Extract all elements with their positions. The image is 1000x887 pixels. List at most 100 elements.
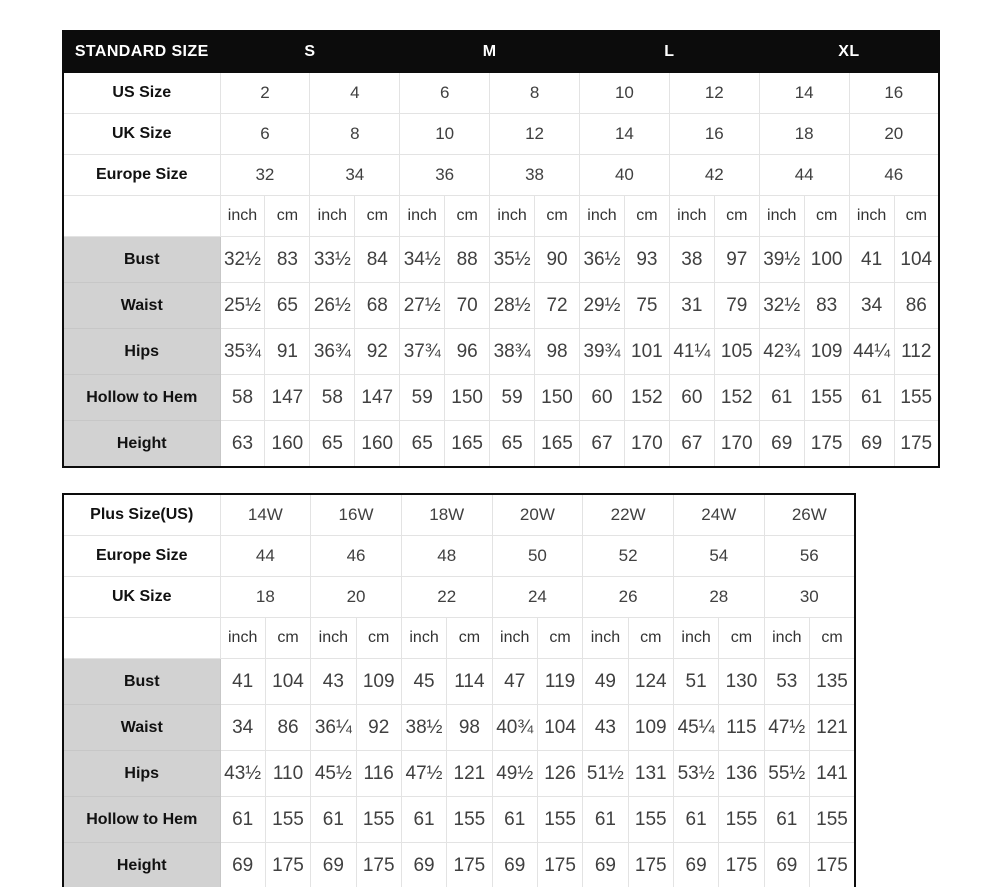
measurement-value-cell: 91 [264, 328, 311, 375]
size-value-cell: 26 [582, 576, 674, 618]
unit-inch-cell: inch [672, 617, 720, 659]
measurement-value-cell: 51½ [582, 750, 629, 797]
size-group-xl: XL [758, 30, 940, 73]
row-label: Waist [62, 282, 221, 329]
size-value-cell: 16 [668, 113, 760, 155]
size-value-cell: 40 [579, 154, 670, 196]
measurement-value-cell: 36¼ [310, 704, 357, 751]
measurement-value-cell: 32½ [758, 282, 805, 329]
measurement-value-cell: 84 [354, 236, 401, 283]
size-value-cell: 44 [219, 535, 312, 577]
measurement-row: Waist 25½ 65 26½ 68 27½ 70 28½ 72 29½ 75 31 79 32½ 83 3… [62, 282, 940, 329]
size-value-cell: 30 [763, 576, 856, 618]
measurement-value-cell: 43 [582, 704, 629, 751]
measurement-value-cell: 38¾ [489, 328, 536, 375]
measurement-value-cell: 116 [355, 750, 402, 797]
unit-inch-cell: inch [848, 195, 895, 237]
size-value-cell: 24W [672, 493, 765, 536]
measurement-value-cell: 126 [536, 750, 584, 797]
measurement-value-cell: 61 [672, 796, 720, 843]
measurement-value-cell: 38½ [400, 704, 448, 751]
row-label: Hips [62, 328, 221, 375]
measurement-value-cell: 160 [264, 420, 311, 468]
measurement-row: Hips 35¾ 91 36¾ 92 37¾ 96 38¾ 98 39¾ 101 41¼ 105 42¾ 1… [62, 328, 940, 375]
size-value-cell: 56 [763, 535, 856, 577]
unit-cm-cell: cm [808, 617, 856, 659]
plus-size-body: Plus Size(US) 14W 16W 18W 20W 22W 24W 26W Europe… [62, 493, 856, 887]
measurement-value-cell: 160 [354, 420, 401, 468]
measurement-value-cell: 53 [763, 658, 810, 705]
measurement-value-cell: 61 [763, 796, 810, 843]
measurement-value-cell: 75 [623, 282, 670, 329]
unit-inch-cell: inch [763, 617, 810, 659]
measurement-value-cell: 115 [718, 704, 765, 751]
measurement-value-cell: 101 [623, 328, 670, 375]
measurement-value-cell: 65 [399, 420, 446, 468]
measurement-row: Hollow to Hem 61 155 61 155 61 155 61 155 61 155 61… [62, 796, 856, 843]
unit-cm-cell: cm [354, 195, 401, 237]
measurement-value-cell: 61 [491, 796, 538, 843]
unit-inch-cell: inch [309, 195, 356, 237]
size-value-cell: 50 [491, 535, 584, 577]
unit-inch-cell: inch [758, 195, 805, 237]
row-label: Europe Size [62, 154, 221, 196]
row-label: Bust [62, 236, 221, 283]
unit-cm-cell: cm [355, 617, 402, 659]
size-value-cell: 26W [763, 493, 856, 536]
measurement-value-cell: 93 [623, 236, 670, 283]
measurement-value-cell: 60 [579, 374, 625, 421]
size-row: Europe Size 44 46 48 50 52 54 56 [62, 535, 856, 577]
measurement-value-cell: 49 [582, 658, 629, 705]
measurement-value-cell: 98 [446, 704, 493, 751]
measurement-value-cell: 104 [536, 704, 584, 751]
size-value-cell: 16 [848, 72, 940, 114]
row-label: UK Size [62, 113, 221, 155]
size-value-cell: 4 [309, 72, 401, 114]
size-value-cell: 12 [489, 113, 580, 155]
measurement-value-cell: 105 [713, 328, 760, 375]
measurement-value-cell: 98 [534, 328, 580, 375]
measurement-value-cell: 69 [763, 842, 810, 887]
size-value-cell: 10 [399, 113, 491, 155]
measurement-row: Hollow to Hem 58 147 58 147 59 150 59 150 60 152 60… [62, 374, 940, 421]
measurement-value-cell: 39½ [758, 236, 805, 283]
measurement-value-cell: 104 [893, 236, 940, 283]
measurement-value-cell: 69 [491, 842, 538, 887]
unit-inch-cell: inch [219, 195, 266, 237]
measurement-value-cell: 61 [219, 796, 266, 843]
size-value-cell: 44 [758, 154, 850, 196]
measurement-value-cell: 33½ [309, 236, 356, 283]
size-group-l: L [579, 30, 760, 73]
measurement-value-cell: 34 [848, 282, 895, 329]
measurement-value-cell: 130 [718, 658, 765, 705]
unit-cm-cell: cm [264, 195, 311, 237]
size-value-cell: 18 [219, 576, 312, 618]
unit-cm-cell: cm [623, 195, 670, 237]
measurement-value-cell: 32½ [219, 236, 266, 283]
size-value-cell: 28 [672, 576, 765, 618]
measurement-value-cell: 119 [536, 658, 584, 705]
unit-inch-cell: inch [219, 617, 266, 659]
measurement-value-cell: 31 [668, 282, 715, 329]
size-value-cell: 2 [219, 72, 311, 114]
measurement-value-cell: 114 [446, 658, 493, 705]
measurement-value-cell: 58 [219, 374, 266, 421]
measurement-value-cell: 79 [713, 282, 760, 329]
unit-cm-cell: cm [627, 617, 674, 659]
size-value-cell: 8 [309, 113, 401, 155]
unit-cm-cell: cm [718, 617, 765, 659]
measurement-row: Hips 43½ 110 45½ 116 47½ 121 49½ 126 51½ 131 53½ 136… [62, 750, 856, 797]
measurement-value-cell: 36½ [579, 236, 625, 283]
measurement-value-cell: 135 [808, 658, 856, 705]
size-group-m: M [399, 30, 580, 73]
size-row: UK Size 18 20 22 24 26 28 30 [62, 576, 856, 618]
measurement-value-cell: 147 [354, 374, 401, 421]
measurement-value-cell: 83 [803, 282, 850, 329]
size-value-cell: 46 [310, 535, 402, 577]
unit-cm-cell: cm [446, 617, 493, 659]
measurement-value-cell: 69 [310, 842, 357, 887]
measurement-value-cell: 121 [808, 704, 856, 751]
measurement-value-cell: 63 [219, 420, 266, 468]
measurement-value-cell: 152 [713, 374, 760, 421]
measurement-value-cell: 61 [400, 796, 448, 843]
